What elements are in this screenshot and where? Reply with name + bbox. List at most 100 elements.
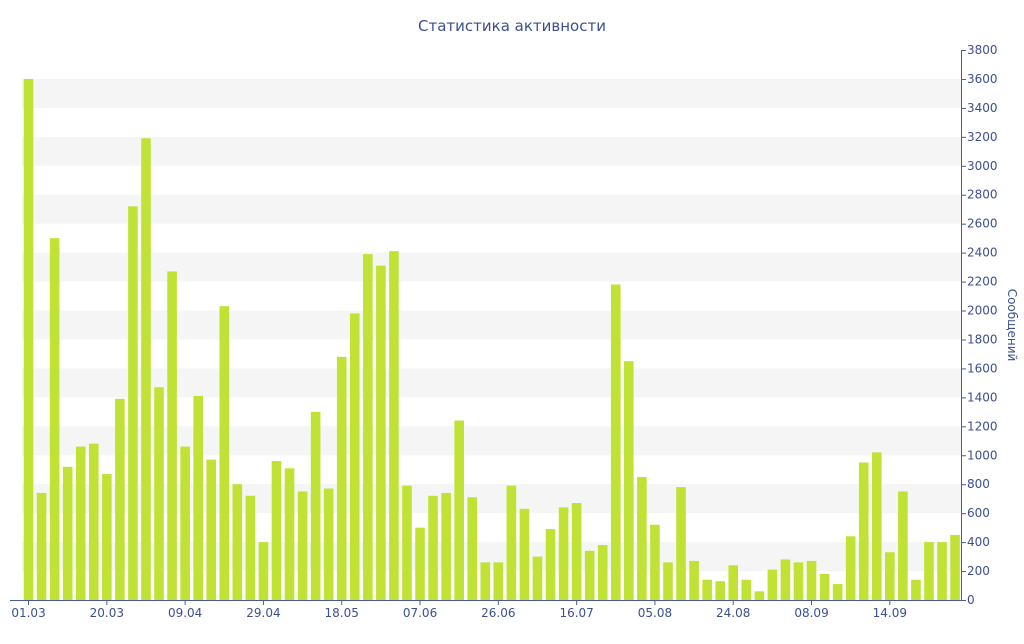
bar[interactable] [141, 138, 151, 601]
bar[interactable] [193, 395, 203, 600]
bar[interactable] [389, 251, 399, 600]
bar[interactable] [441, 492, 451, 600]
grid-band [22, 368, 961, 398]
bar[interactable] [728, 565, 739, 600]
bar[interactable] [128, 206, 138, 600]
y-tick-label: 3800 [967, 43, 998, 57]
bar[interactable] [467, 497, 478, 600]
x-axis-ticks: 01.03 20.03 09.04 29.04 18.05 07.06 26.06 16.07… [11, 600, 907, 620]
bar[interactable] [102, 474, 112, 600]
bar[interactable] [336, 356, 347, 600]
x-tick-label: 16.07 [559, 606, 593, 620]
bar[interactable] [898, 491, 908, 600]
bar[interactable] [597, 545, 608, 600]
bar[interactable] [885, 552, 895, 600]
bar[interactable] [950, 534, 960, 600]
bar[interactable] [363, 254, 373, 600]
bar[interactable] [832, 584, 843, 600]
bar[interactable] [284, 468, 295, 600]
grid-band [22, 78, 961, 108]
bar[interactable] [584, 550, 595, 600]
bar[interactable] [23, 78, 34, 600]
bar[interactable] [415, 527, 425, 600]
bar[interactable] [36, 492, 47, 600]
bar[interactable] [219, 306, 230, 600]
bar[interactable] [376, 265, 386, 600]
y-axis-label: Сообщений [1005, 289, 1019, 362]
bar[interactable] [663, 562, 673, 600]
x-tick-label: 24.08 [716, 606, 750, 620]
bar[interactable] [206, 459, 217, 600]
bar[interactable] [297, 491, 308, 600]
bar[interactable] [271, 461, 282, 600]
x-tick-label: 14.09 [873, 606, 907, 620]
bar[interactable] [454, 420, 464, 600]
y-tick-label: 800 [967, 477, 990, 491]
bar[interactable] [610, 284, 621, 600]
bar[interactable] [754, 591, 765, 600]
bar[interactable] [845, 536, 856, 600]
x-tick-label: 09.04 [168, 606, 202, 620]
x-tick-label: 07.06 [403, 606, 437, 620]
x-tick-label: 05.08 [638, 606, 672, 620]
bars-group [23, 78, 960, 601]
bar[interactable] [167, 271, 177, 600]
bar[interactable] [545, 529, 556, 600]
bar[interactable] [62, 466, 73, 600]
grid-band [22, 484, 961, 514]
bar[interactable] [702, 579, 712, 600]
bar[interactable] [871, 452, 882, 600]
bar[interactable] [767, 569, 778, 600]
x-tick-label: 26.06 [481, 606, 515, 620]
y-tick-label: 1200 [967, 419, 998, 433]
bar[interactable] [911, 579, 921, 600]
bar[interactable] [258, 542, 269, 600]
bar[interactable] [519, 508, 530, 600]
bar[interactable] [793, 562, 804, 600]
bar[interactable] [624, 361, 634, 600]
bar[interactable] [650, 524, 660, 600]
bar[interactable] [571, 503, 582, 600]
bar[interactable] [741, 579, 752, 600]
bar[interactable] [349, 313, 360, 600]
y-tick-label: 3400 [967, 101, 998, 115]
y-tick-label: 3200 [967, 130, 998, 144]
bar[interactable] [858, 462, 869, 601]
bar[interactable] [806, 560, 817, 600]
bar[interactable] [637, 476, 647, 600]
x-tick-label: 01.03 [11, 606, 45, 620]
x-tick-label: 08.09 [794, 606, 828, 620]
bar[interactable] [937, 542, 947, 600]
bar[interactable] [493, 562, 504, 600]
bar[interactable] [75, 446, 86, 600]
bar[interactable] [310, 411, 321, 600]
bar[interactable] [88, 443, 99, 600]
bar[interactable] [245, 495, 256, 600]
y-tick-label: 400 [967, 535, 990, 549]
bar[interactable] [323, 488, 334, 600]
grid-band [22, 426, 961, 456]
bar[interactable] [532, 556, 543, 600]
bar[interactable] [402, 485, 412, 600]
bar[interactable] [154, 387, 164, 600]
bar[interactable] [924, 542, 934, 600]
bar[interactable] [480, 562, 491, 600]
bar[interactable] [558, 507, 569, 600]
bar[interactable] [428, 495, 438, 600]
bar[interactable] [115, 398, 125, 600]
bar[interactable] [506, 485, 517, 600]
bar[interactable] [232, 484, 243, 600]
x-tick-label: 18.05 [325, 606, 359, 620]
bar[interactable] [715, 581, 725, 600]
bar[interactable] [49, 238, 60, 600]
bar[interactable] [689, 560, 699, 600]
y-tick-label: 2200 [967, 275, 998, 289]
bar[interactable] [780, 559, 791, 600]
bar[interactable] [180, 446, 190, 600]
grid-bands [22, 78, 961, 572]
bar[interactable] [819, 573, 830, 600]
bar[interactable] [676, 487, 686, 600]
grid-band [22, 542, 961, 572]
